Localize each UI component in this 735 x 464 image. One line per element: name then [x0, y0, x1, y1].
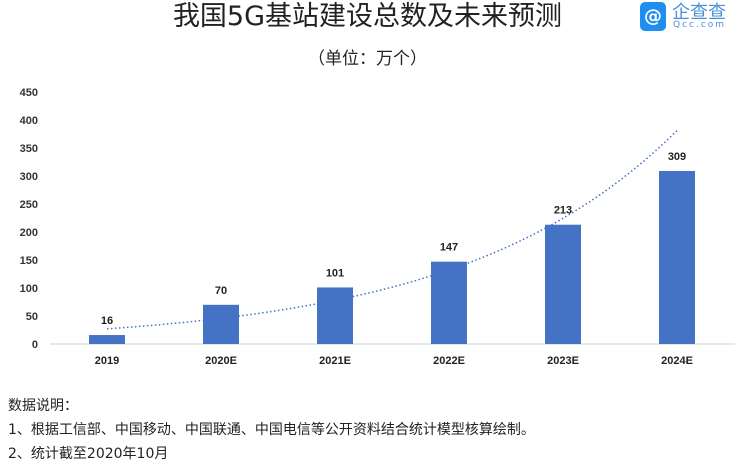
data-label: 70: [215, 285, 227, 297]
y-tick-label: 300: [20, 171, 38, 183]
y-tick-label: 450: [20, 87, 38, 99]
qcc-logo: @ 企查查 Qcc.com: [640, 0, 735, 34]
y-tick-label: 200: [20, 227, 38, 239]
y-tick-label: 100: [20, 283, 38, 295]
y-tick-label: 350: [20, 143, 38, 155]
y-tick-label: 50: [26, 311, 38, 323]
bar-2022E: [431, 261, 467, 344]
x-tick-label: 2022E: [433, 355, 465, 367]
qcc-logo-icon: @: [640, 2, 666, 31]
x-tick-label: 2021E: [319, 355, 351, 367]
x-tick-label: 2020E: [205, 355, 237, 367]
y-tick-label: 150: [20, 255, 38, 267]
bar-2019: [89, 335, 125, 344]
data-label: 16: [101, 315, 113, 327]
notes-line-1: 1、根据工信部、中国移动、中国联通、中国电信等公开资料结合统计模型核算绘制。: [8, 422, 535, 438]
data-label: 147: [440, 242, 458, 254]
chart-subtitle: （单位：万个）: [308, 49, 427, 69]
y-tick-label: 250: [20, 199, 38, 211]
data-label: 101: [326, 267, 344, 279]
logo-text-cn: 企查查: [672, 2, 726, 23]
bar-2024E: [659, 170, 695, 344]
y-tick-label: 400: [20, 115, 38, 127]
x-tick-label: 2024E: [661, 355, 693, 367]
notes-line-2: 2、统计截至2020年10月: [8, 446, 169, 462]
data-notes: 数据说明： 1、根据工信部、中国移动、中国联通、中国电信等公开资料结合统计模型核…: [8, 394, 535, 464]
bar-2023E: [545, 224, 581, 344]
notes-heading: 数据说明：: [8, 398, 78, 414]
chart-title: 我国5G基站建设总数及未来预测: [172, 1, 563, 32]
logo-text-en: Qcc.com: [673, 20, 727, 30]
data-label: 309: [668, 151, 686, 163]
y-tick-label: 0: [32, 339, 38, 351]
bar-2021E: [317, 287, 353, 344]
trendline: [106, 130, 678, 330]
bar-2020E: [203, 304, 239, 344]
x-tick-label: 2023E: [547, 355, 579, 367]
data-label: 213: [554, 205, 572, 217]
bar-chart: 0 50 100 150 200 250 300 350 400 450 16 2019 70 2020E…: [20, 87, 735, 367]
x-tick-label: 2019: [95, 355, 119, 367]
